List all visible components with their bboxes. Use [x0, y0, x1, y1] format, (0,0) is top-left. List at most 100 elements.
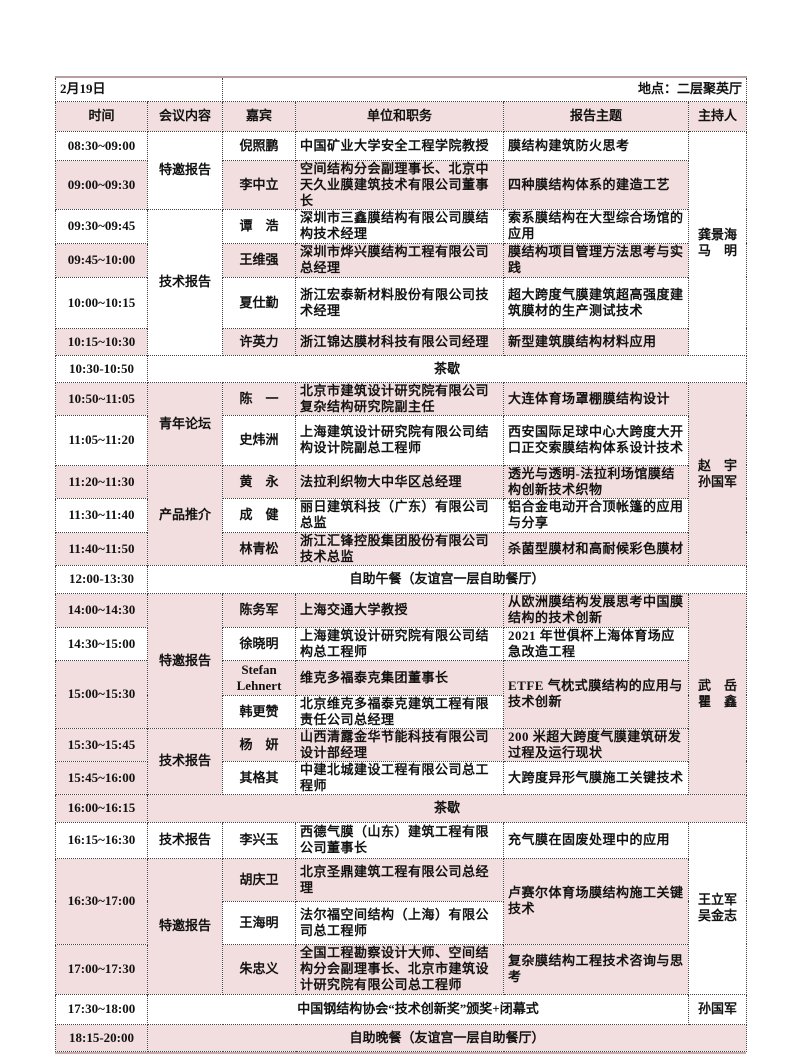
schedule-row: 11:20~11:30 产品推介黄 永法拉利织物大中华区总经理 透光与透明-法拉利场… — [55, 464, 747, 566]
time-cell: 17:00~17:30 — [55, 943, 148, 995]
time-cell: 17:30~18:00 — [55, 993, 148, 1025]
guest-unit: 浙江汇锋控股集团股份有限公司技术总监 — [295, 531, 505, 566]
guest-unit: 全国工程勘察设计大师、空间结构分会副理事长、北京市建筑设计研究院有限公司总工程师 — [295, 943, 505, 995]
guest-name: Stefan Lehnert — [222, 659, 297, 696]
time-cell: 11:20~11:30 — [55, 464, 148, 499]
break-text: 自助晚餐（友谊宫一层自助餐厅） — [146, 1023, 748, 1052]
report-topic: 大跨度异形气膜施工关键技术 — [503, 760, 690, 795]
time-cell: 15:30~15:45 — [55, 727, 148, 762]
time-cell: 11:05~11:20 — [55, 414, 148, 466]
guest-name: 陈 一 — [222, 381, 297, 416]
schedule-row: 10:15~10:30 许英力 浙江锦达膜材科技有限公司经理 新型建筑膜结构材料应用 — [55, 327, 747, 356]
host-cell: 赵 宇 孙国军 — [688, 381, 748, 566]
schedule-row: 09:00~09:30 李中立 空间结构分会副理事长、北京中天久业膜建筑技术有限公司… — [55, 159, 747, 210]
guest-name: 史炜洲 — [222, 414, 297, 466]
time-cell: 18:15-20:00 — [55, 1023, 148, 1052]
guest-name: 韩更赞 — [222, 694, 297, 729]
host-cell: 孙国军 — [688, 993, 748, 1025]
schedule-row: 11:40~11:50 林青松 浙江汇锋控股集团股份有限公司技术总监 杀菌型膜材和高耐… — [55, 531, 747, 566]
time-cell: 12:00-13:30 — [55, 564, 148, 594]
break-text: 茶歇 — [146, 354, 748, 383]
guest-name: 成 健 — [222, 497, 297, 533]
guest-unit: 维克多福泰克集团董事长 — [295, 659, 505, 696]
guest-name: 王海明 — [222, 900, 297, 945]
break-text: 茶歇 — [146, 793, 748, 823]
report-topic: 铝合金电动开合顶帐篷的应用与分享 — [503, 497, 690, 533]
session-cell: 特邀报告 — [146, 130, 224, 210]
date-row: 2月19日 地点：二层聚英厅 — [54, 76, 748, 102]
break-row: 16:00~16:15 茶歇 — [55, 793, 748, 823]
host-cell: 龚景海 马 明 — [688, 130, 748, 356]
guest-unit: 上海建筑设计研究院有限公司结构设计院副总工程师 — [295, 414, 505, 466]
guest-unit: 西德气膜（山东）建筑工程有限公司董事长 — [295, 821, 505, 859]
time-cell: 09:30~09:45 — [55, 208, 148, 244]
location-label: 地点：二层聚英厅 — [222, 76, 748, 102]
guest-unit: 上海交通大学教授 — [295, 592, 505, 628]
session-cell: 特邀报告 — [146, 592, 224, 729]
guest-unit: 法拉利织物大中华区总经理 — [295, 464, 505, 499]
report-topic: 超大跨度气膜建筑超高强度建筑膜材的生产测试技术 — [503, 276, 690, 329]
report-topic: 索系膜结构在大型综合场馆的应用 — [503, 208, 690, 244]
schedule-row: 09:45~10:00 王维强 深圳市烨兴膜结构工程有限公司总经理 膜结构项目管理方法… — [55, 242, 747, 278]
col-header-topic: 报告主题 — [503, 100, 690, 132]
report-topic: 200 米超大跨度气膜建筑研发过程及运行现状 — [503, 727, 690, 762]
session-cell: 青年论坛 — [146, 381, 224, 466]
break-row: 17:30~18:00 中国钢结构协会“技术创新奖”颁奖+闭幕式 孙国军 — [55, 993, 748, 1025]
time-cell: 08:30~09:00 — [55, 130, 148, 161]
guest-unit: 山西清露金华节能科技有限公司设计部经理 — [295, 727, 505, 762]
break-text: 自助午餐（友谊宫一层自助餐厅） — [146, 564, 748, 594]
schedule-row: 16:30~17:00 特邀报告 胡庆卫 北京圣鼎建筑工程有限公司总经理 卢赛尔体育场膜… — [55, 857, 747, 995]
guest-unit: 浙江宏泰新材料股份有限公司技术经理 — [295, 276, 505, 329]
time-cell: 15:45~16:00 — [55, 760, 148, 795]
report-topic: 2021 年世俱杯上海体育场应急改造工程 — [503, 626, 690, 661]
report-topic: 四种膜结构体系的建造工艺 — [503, 159, 690, 210]
schedule-row: 韩更赞 北京维克多福泰克建筑工程有限责任公司总经理 — [56, 694, 747, 729]
schedule-row: 17:00~17:30 朱忠义 全国工程勘察设计大师、空间结构分会副理事长、北京市建… — [55, 943, 747, 995]
schedule-row: 08:30~09:00 特邀报告 倪照鹏 中国矿业大学安全工程学院教授 膜结构建筑防火思… — [55, 130, 748, 356]
session-cell: 技术报告 — [146, 208, 224, 356]
guest-unit: 北京市建筑设计研究院有限公司复杂结构研究院副主任 — [295, 381, 505, 416]
schedule-row: 16:15~16:30 技术报告 李兴玉 西德气膜（山东）建筑工程有限公司董事长 充气膜… — [55, 821, 748, 995]
session-cell: 技术报告 — [146, 727, 224, 795]
schedule-row: 10:00~10:15 夏仕勤 浙江宏泰新材料股份有限公司技术经理 超大跨度气膜建筑超… — [55, 276, 747, 329]
host-cell: 王立军 吴金志 — [688, 821, 748, 995]
schedule-row: 09:30~09:45 技术报告谭 浩深圳市三鑫膜结构有限公司膜结构技术经理 索系膜… — [55, 208, 747, 356]
guest-name: 倪照鹏 — [222, 130, 297, 161]
break-row: 12:00-13:30 自助午餐（友谊宫一层自助餐厅） — [55, 564, 748, 594]
schedule-row: 14:30~15:00 徐晓明 上海建筑设计研究院有限公司结构总工程师 2021 年世… — [55, 626, 747, 661]
time-cell: 11:40~11:50 — [55, 531, 148, 566]
report-topic: 充气膜在固废处理中的应用 — [503, 821, 690, 859]
report-topic: 大连体育场罩棚膜结构设计 — [503, 381, 690, 416]
schedule-document: 2月19日 地点：二层聚英厅 时间 会议内容 嘉宾 单位和职务 报告主题 主持人… — [54, 76, 748, 1053]
time-cell: 09:00~09:30 — [55, 159, 148, 210]
guest-unit: 上海建筑设计研究院有限公司结构总工程师 — [295, 626, 505, 661]
time-cell: 10:00~10:15 — [55, 276, 148, 329]
guest-unit: 法尔福空间结构（上海）有限公司总工程师 — [295, 900, 505, 945]
guest-name: 朱忠义 — [222, 943, 297, 995]
col-header-session: 会议内容 — [146, 100, 224, 132]
time-cell: 16:15~16:30 — [55, 821, 148, 859]
time-cell: 11:30~11:40 — [55, 497, 148, 533]
guest-unit: 北京维克多福泰克建筑工程有限责任公司总经理 — [295, 694, 505, 729]
guest-name: 其格其 — [222, 760, 297, 795]
schedule-row: 11:05~11:20 史炜洲 上海建筑设计研究院有限公司结构设计院副总工程师 西安国… — [55, 414, 747, 466]
host-cell: 武 岳 瞿 鑫 — [688, 592, 748, 795]
time-cell: 14:30~15:00 — [55, 626, 148, 661]
report-topic: ETFE 气枕式膜结构的应用与技术创新 — [503, 659, 690, 729]
time-cell: 10:30-10:50 — [55, 354, 148, 383]
break-text: 中国钢结构协会“技术创新奖”颁奖+闭幕式 — [146, 993, 690, 1025]
col-header-host: 主持人 — [688, 100, 748, 132]
report-topic: 透光与透明-法拉利场馆膜结构创新技术织物 — [503, 464, 690, 499]
guest-name: 王维强 — [222, 242, 297, 278]
break-row: 18:15-20:00 自助晚餐（友谊宫一层自助餐厅） — [55, 1023, 748, 1052]
time-cell: 10:50~11:05 — [55, 381, 148, 416]
col-header-guest: 嘉宾 — [222, 100, 297, 132]
time-cell: 10:15~10:30 — [55, 327, 148, 356]
time-cell: 16:30~17:00 — [55, 857, 148, 945]
column-header-row: 时间 会议内容 嘉宾 单位和职务 报告主题 主持人 — [55, 100, 748, 132]
session-cell: 特邀报告 — [146, 857, 224, 995]
date-label: 2月19日 — [54, 76, 224, 102]
schedule-table: 2月19日 地点：二层聚英厅 时间 会议内容 嘉宾 单位和职务 报告主题 主持人… — [54, 76, 748, 1052]
report-topic: 西安国际足球中心大跨度大开口正交索膜结构体系设计技术 — [503, 414, 690, 466]
schedule-row: 15:00~15:30 Stefan Lehnert 维克多福泰克集团董事长 ETFE… — [55, 659, 747, 729]
